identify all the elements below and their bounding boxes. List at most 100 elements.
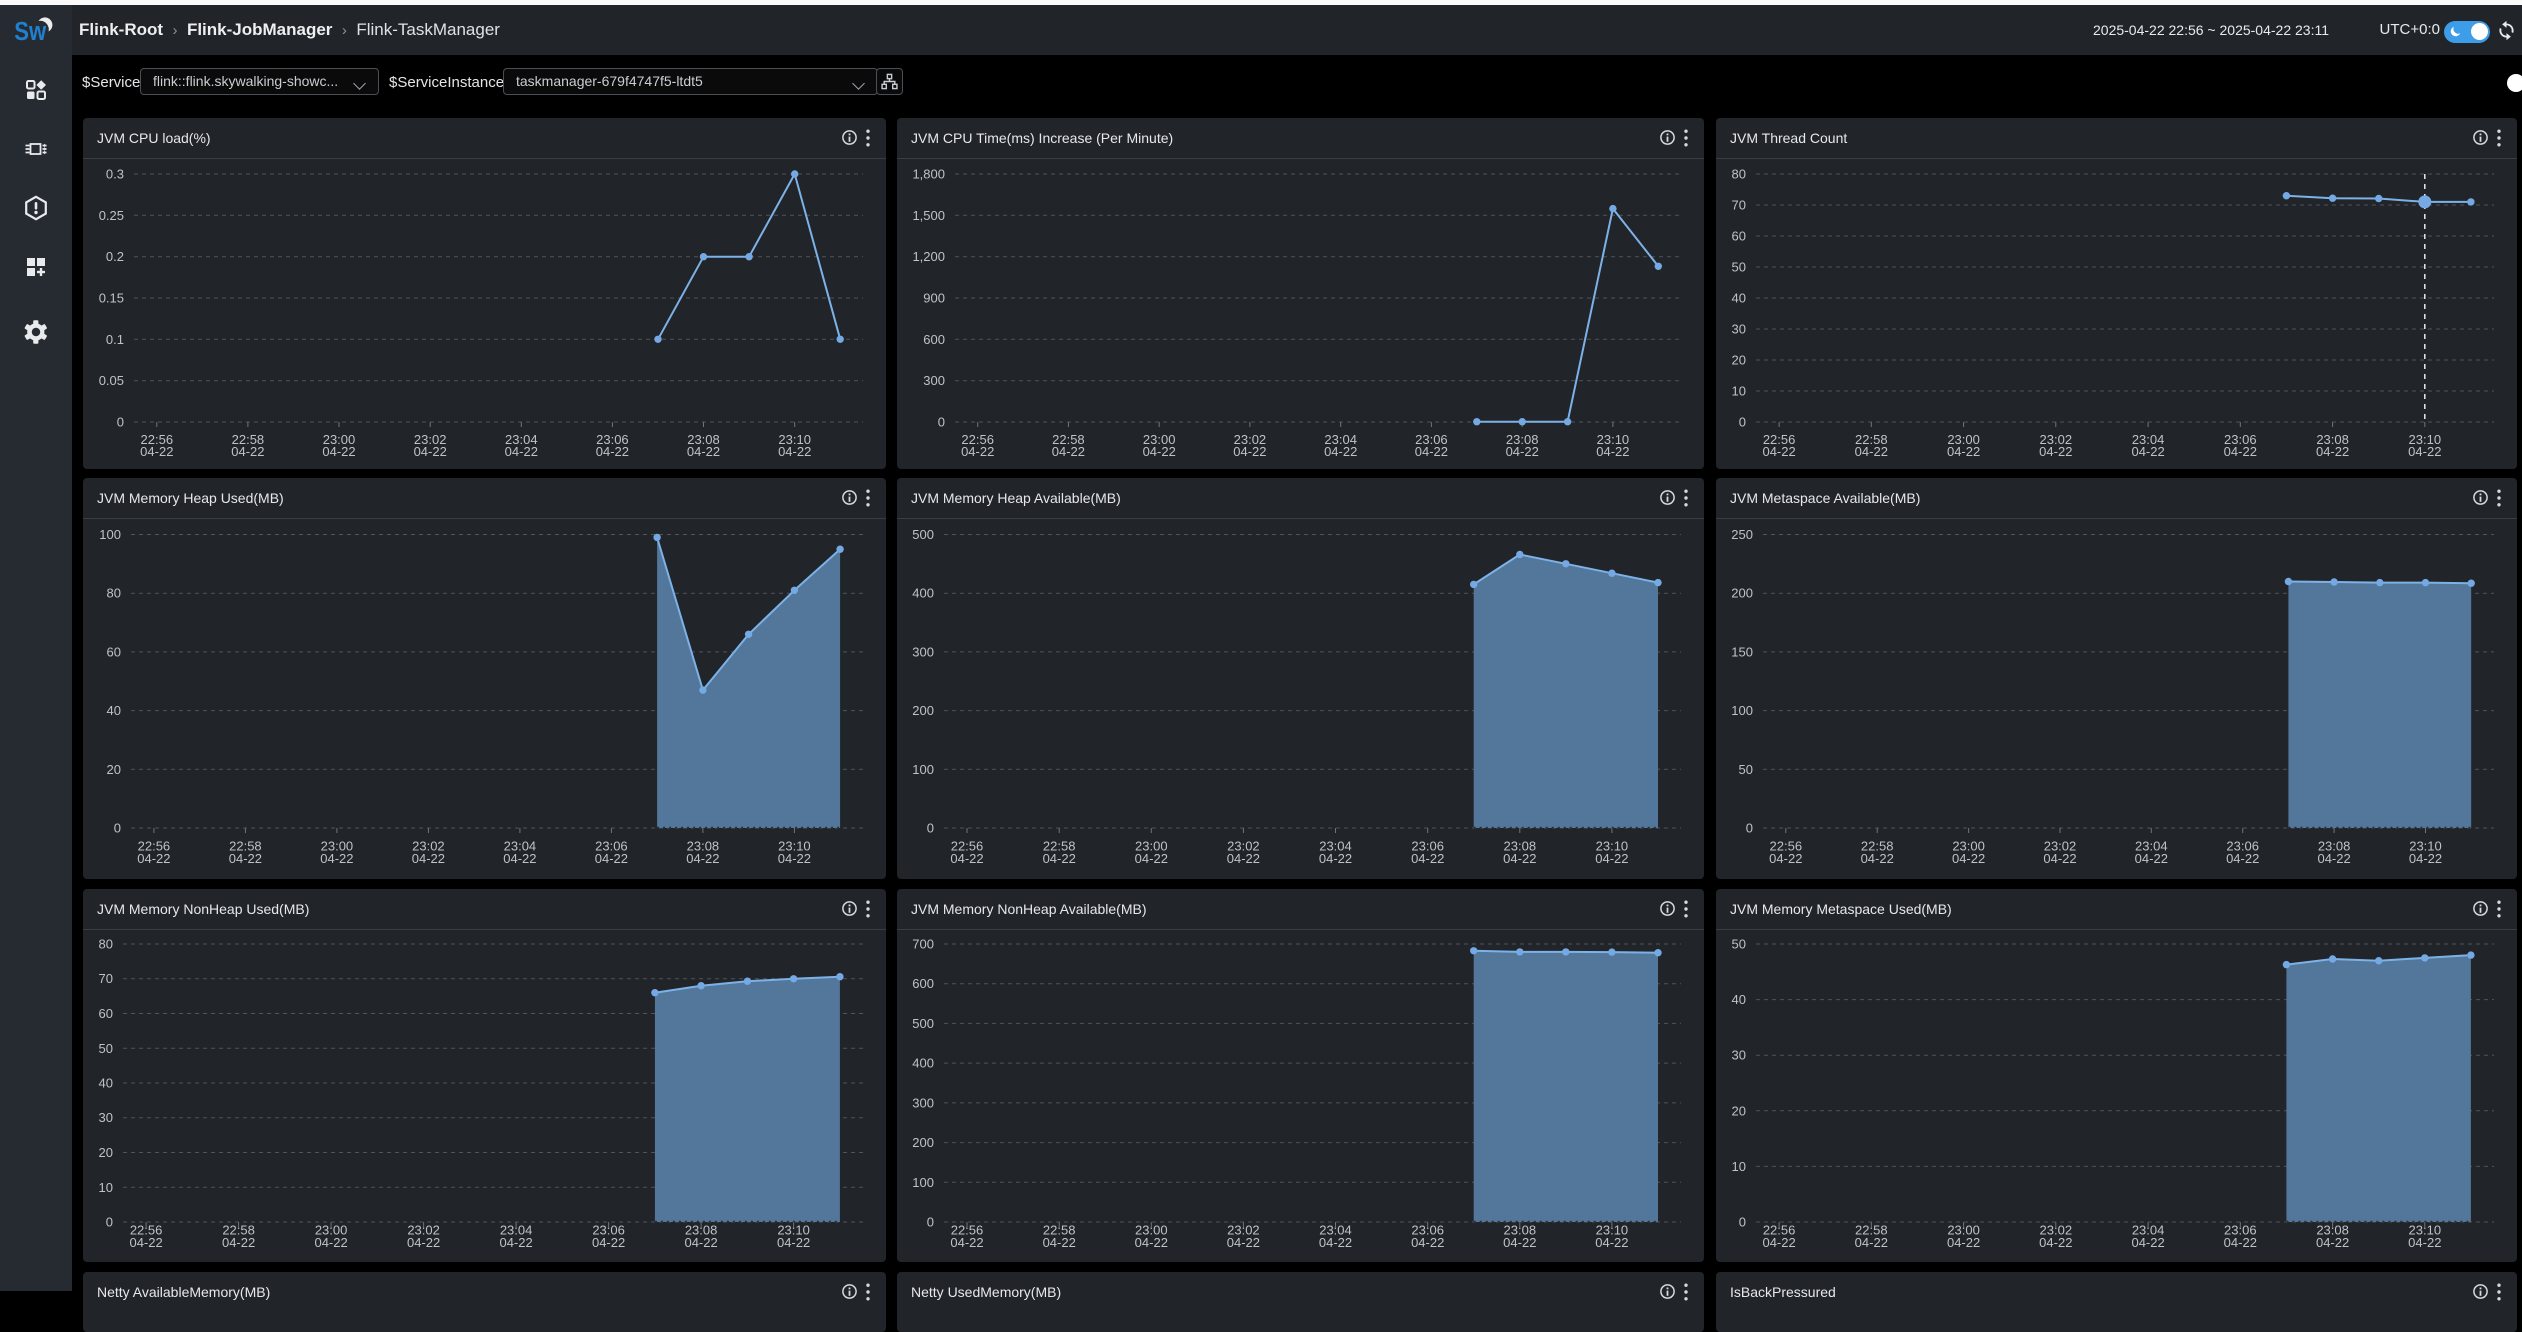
- svg-text:04-22: 04-22: [2408, 444, 2441, 459]
- svg-text:100: 100: [912, 1175, 934, 1190]
- svg-text:40: 40: [107, 703, 121, 718]
- svg-text:22:56: 22:56: [951, 1223, 984, 1238]
- svg-text:04-22: 04-22: [961, 444, 994, 459]
- svg-text:22:58: 22:58: [229, 839, 262, 854]
- svg-text:0.25: 0.25: [99, 208, 124, 223]
- svg-text:80: 80: [107, 586, 121, 601]
- svg-text:20: 20: [99, 1145, 113, 1160]
- svg-text:23:06: 23:06: [2226, 839, 2259, 854]
- svg-text:04-22: 04-22: [1855, 1235, 1888, 1250]
- svg-text:04-22: 04-22: [2135, 851, 2168, 866]
- svg-text:04-22: 04-22: [2226, 851, 2259, 866]
- svg-text:23:02: 23:02: [2040, 1223, 2073, 1238]
- svg-text:0: 0: [114, 821, 121, 836]
- svg-text:23:02: 23:02: [2040, 432, 2073, 447]
- svg-text:22:58: 22:58: [1052, 432, 1085, 447]
- svg-text:23:00: 23:00: [1135, 1223, 1168, 1238]
- svg-text:04-22: 04-22: [1233, 444, 1266, 459]
- svg-text:04-22: 04-22: [499, 1235, 532, 1250]
- svg-text:04-22: 04-22: [2316, 1235, 2349, 1250]
- svg-text:0.3: 0.3: [106, 167, 124, 182]
- svg-text:04-22: 04-22: [2039, 444, 2072, 459]
- svg-text:04-22: 04-22: [320, 851, 353, 866]
- svg-text:22:58: 22:58: [1043, 839, 1076, 854]
- svg-text:04-22: 04-22: [2316, 444, 2349, 459]
- svg-text:0: 0: [1739, 415, 1746, 430]
- svg-text:500: 500: [912, 1016, 934, 1031]
- svg-text:0: 0: [927, 1215, 934, 1230]
- svg-text:10: 10: [1732, 1159, 1746, 1174]
- svg-text:70: 70: [99, 971, 113, 986]
- svg-text:04-22: 04-22: [2131, 1235, 2164, 1250]
- svg-text:500: 500: [912, 527, 934, 542]
- svg-text:23:00: 23:00: [1947, 1223, 1980, 1238]
- svg-text:04-22: 04-22: [1503, 851, 1536, 866]
- svg-text:23:02: 23:02: [414, 432, 447, 447]
- svg-text:04-22: 04-22: [414, 444, 447, 459]
- svg-text:04-22: 04-22: [2224, 1235, 2257, 1250]
- svg-text:400: 400: [912, 586, 934, 601]
- svg-text:04-22: 04-22: [1052, 444, 1085, 459]
- svg-text:04-22: 04-22: [140, 444, 173, 459]
- svg-text:23:10: 23:10: [1596, 1223, 1629, 1238]
- svg-text:04-22: 04-22: [1135, 1235, 1168, 1250]
- svg-text:23:00: 23:00: [1947, 432, 1980, 447]
- svg-text:300: 300: [923, 373, 945, 388]
- svg-text:1,500: 1,500: [912, 208, 945, 223]
- svg-text:23:02: 23:02: [412, 839, 445, 854]
- svg-text:23:00: 23:00: [315, 1223, 348, 1238]
- svg-text:600: 600: [912, 976, 934, 991]
- svg-text:04-22: 04-22: [1503, 1235, 1536, 1250]
- svg-text:23:02: 23:02: [1227, 1223, 1260, 1238]
- svg-text:04-22: 04-22: [137, 851, 170, 866]
- svg-text:04-22: 04-22: [1762, 1235, 1795, 1250]
- svg-text:04-22: 04-22: [1947, 444, 1980, 459]
- svg-text:04-22: 04-22: [950, 1235, 983, 1250]
- svg-text:22:58: 22:58: [1043, 1223, 1076, 1238]
- svg-text:04-22: 04-22: [1855, 444, 1888, 459]
- svg-text:1,800: 1,800: [912, 167, 945, 182]
- svg-text:0: 0: [1746, 821, 1753, 836]
- svg-text:0: 0: [927, 821, 934, 836]
- svg-text:23:04: 23:04: [2132, 1223, 2165, 1238]
- svg-text:04-22: 04-22: [2039, 1235, 2072, 1250]
- svg-text:04-22: 04-22: [595, 851, 628, 866]
- svg-text:04-22: 04-22: [2408, 1235, 2441, 1250]
- svg-text:04-22: 04-22: [777, 1235, 810, 1250]
- svg-text:22:58: 22:58: [1861, 839, 1894, 854]
- svg-text:04-22: 04-22: [503, 851, 536, 866]
- svg-text:23:10: 23:10: [777, 1223, 810, 1238]
- svg-text:23:10: 23:10: [2409, 1223, 2442, 1238]
- svg-text:30: 30: [1732, 322, 1746, 337]
- svg-text:23:06: 23:06: [1411, 1223, 1444, 1238]
- svg-text:22:56: 22:56: [141, 432, 174, 447]
- svg-text:23:00: 23:00: [1143, 432, 1176, 447]
- svg-text:04-22: 04-22: [1595, 851, 1628, 866]
- svg-text:30: 30: [1732, 1048, 1746, 1063]
- svg-text:0.1: 0.1: [106, 332, 124, 347]
- svg-text:30: 30: [99, 1110, 113, 1125]
- svg-text:40: 40: [1732, 291, 1746, 306]
- svg-text:0: 0: [1739, 1215, 1746, 1230]
- svg-text:23:04: 23:04: [500, 1223, 533, 1238]
- svg-text:0: 0: [106, 1215, 113, 1230]
- svg-text:80: 80: [1732, 167, 1746, 182]
- svg-text:04-22: 04-22: [1769, 851, 1802, 866]
- svg-text:700: 700: [912, 937, 934, 952]
- svg-text:0: 0: [938, 415, 945, 430]
- svg-text:04-22: 04-22: [1596, 444, 1629, 459]
- svg-text:04-22: 04-22: [1227, 1235, 1260, 1250]
- svg-text:04-22: 04-22: [1762, 444, 1795, 459]
- svg-text:23:08: 23:08: [687, 432, 720, 447]
- svg-text:04-22: 04-22: [596, 444, 629, 459]
- svg-text:23:08: 23:08: [2316, 1223, 2349, 1238]
- svg-text:04-22: 04-22: [1135, 851, 1168, 866]
- svg-text:23:04: 23:04: [2132, 432, 2165, 447]
- svg-text:23:00: 23:00: [321, 839, 354, 854]
- svg-text:250: 250: [1731, 527, 1753, 542]
- svg-text:23:00: 23:00: [1952, 839, 1985, 854]
- svg-text:23:06: 23:06: [595, 839, 628, 854]
- svg-text:300: 300: [912, 1095, 934, 1110]
- svg-text:20: 20: [1732, 353, 1746, 368]
- svg-text:60: 60: [107, 644, 121, 659]
